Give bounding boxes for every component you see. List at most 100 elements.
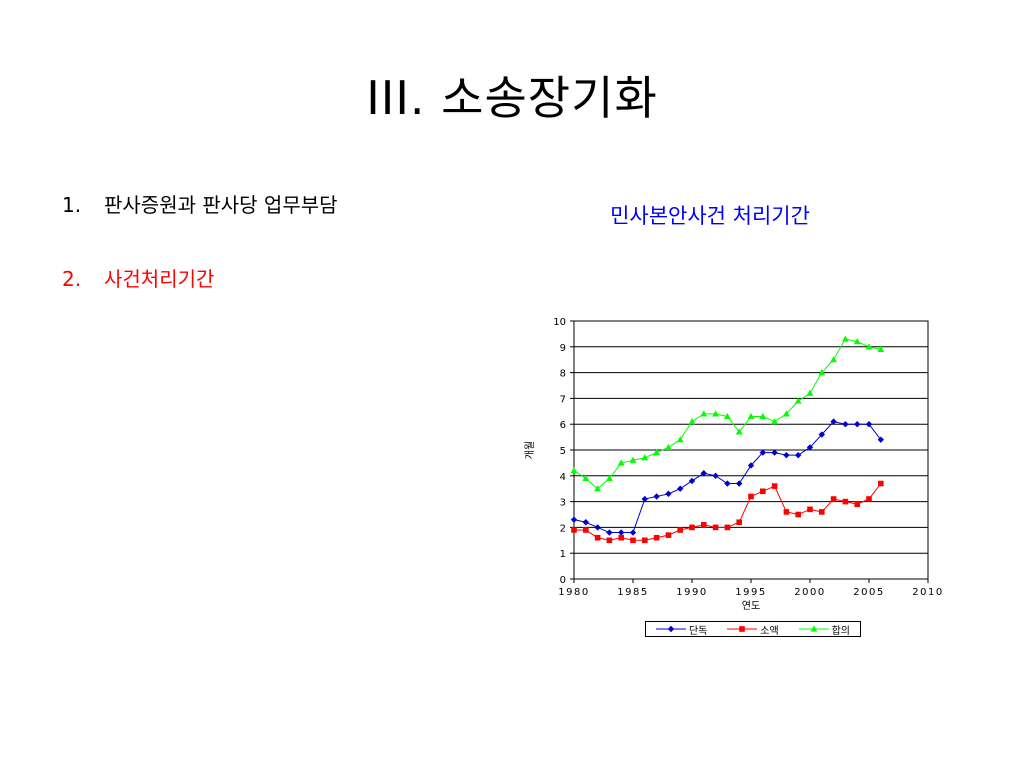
- data-point: [759, 449, 766, 456]
- x-tick-label: 1985: [617, 587, 648, 598]
- x-tick-label: 2000: [794, 587, 825, 598]
- legend-label: 합의: [831, 625, 851, 637]
- data-point: [629, 456, 637, 463]
- legend-marker: [667, 625, 675, 633]
- data-point: [735, 428, 743, 435]
- legend-marker-shape: [810, 625, 818, 632]
- data-point: [783, 451, 790, 459]
- bullet-text: 사건처리기간: [104, 267, 215, 291]
- bullet-number: 1.: [62, 193, 82, 217]
- y-tick-label: 4: [560, 472, 566, 483]
- data-point: [712, 472, 719, 479]
- legend-swatch-series-0: [655, 625, 686, 633]
- data-point: [819, 509, 825, 515]
- data-point: [783, 410, 790, 417]
- data-point: [653, 493, 660, 500]
- y-tick-label: 3: [560, 498, 566, 509]
- data-point: [807, 506, 813, 513]
- data-point: [665, 490, 672, 498]
- legend-marker: [810, 625, 818, 632]
- bullet-item-1: 1. 판사증원과 판사당 업무부담: [62, 189, 338, 218]
- legend-label: 단독: [688, 625, 708, 637]
- data-point: [712, 410, 719, 417]
- data-point: [878, 480, 884, 487]
- x-tick-label: 1995: [735, 587, 766, 598]
- x-tick-label: 2010: [912, 587, 943, 598]
- data-point: [688, 418, 696, 425]
- data-point: [818, 369, 826, 376]
- data-point: [736, 480, 743, 487]
- y-tick-label: 8: [560, 369, 566, 380]
- data-point: [712, 524, 719, 531]
- data-point: [865, 421, 873, 428]
- data-point: [641, 454, 649, 461]
- data-point: [877, 436, 884, 443]
- legend-item-series-1: 소액: [727, 622, 779, 637]
- data-point: [759, 412, 767, 420]
- bullet-item-2: 2. 사건처리기간: [62, 263, 214, 292]
- data-point: [700, 470, 707, 477]
- slide-title: III. 소송장기화: [366, 71, 658, 125]
- data-point: [570, 467, 578, 474]
- data-point: [747, 412, 755, 420]
- x-tick-label: 1980: [558, 587, 589, 598]
- y-tick-label: 2: [560, 523, 566, 534]
- data-point: [594, 485, 601, 492]
- data-point: [642, 537, 648, 544]
- x-axis-label: 연도: [742, 600, 760, 612]
- y-tick-label: 5: [560, 446, 566, 457]
- data-point: [866, 496, 872, 502]
- data-point: [700, 410, 708, 417]
- legend-item-series-2: 합의: [798, 622, 851, 637]
- data-point: [806, 444, 814, 451]
- y-tick-label: 10: [553, 317, 566, 328]
- data-point: [606, 537, 613, 544]
- data-point: [854, 501, 860, 507]
- data-point: [630, 537, 636, 544]
- data-point: [736, 519, 742, 526]
- legend-swatch-series-2: [798, 625, 829, 632]
- data-point: [582, 474, 590, 481]
- data-point: [641, 495, 648, 503]
- data-point: [724, 480, 731, 487]
- data-point: [618, 534, 624, 541]
- data-point: [794, 397, 802, 404]
- data-point: [877, 345, 885, 352]
- data-point: [583, 527, 589, 533]
- data-point: [594, 534, 601, 541]
- data-point: [571, 527, 577, 533]
- y-tick-label: 6: [560, 420, 566, 431]
- data-point: [594, 524, 601, 531]
- data-point: [688, 477, 696, 485]
- legend-marker-shape: [739, 626, 746, 632]
- data-point: [617, 459, 625, 466]
- data-point: [771, 418, 778, 425]
- data-point: [665, 443, 672, 451]
- data-point: [795, 451, 802, 459]
- legend-marker-shape: [667, 625, 675, 633]
- y-axis-label: 개월: [524, 441, 536, 459]
- data-point: [854, 421, 861, 428]
- data-point: [771, 449, 778, 456]
- data-point: [830, 356, 837, 363]
- data-point: [606, 529, 613, 536]
- y-tick-label: 7: [560, 394, 566, 405]
- data-point: [830, 418, 837, 425]
- data-point: [747, 462, 755, 469]
- y-tick-label: 9: [560, 343, 566, 354]
- data-point: [806, 389, 814, 396]
- data-point: [830, 496, 837, 502]
- bullet-number: 2.: [62, 267, 82, 291]
- data-point: [818, 431, 825, 438]
- legend-marker: [739, 626, 746, 632]
- data-point: [570, 516, 578, 523]
- data-point: [629, 529, 637, 536]
- data-point: [842, 498, 849, 505]
- data-point: [783, 509, 790, 515]
- data-point: [653, 448, 660, 456]
- chart-legend: 단독 소액 합의: [645, 621, 861, 637]
- data-point: [618, 529, 625, 536]
- series-1: [571, 480, 884, 544]
- data-point: [701, 522, 707, 528]
